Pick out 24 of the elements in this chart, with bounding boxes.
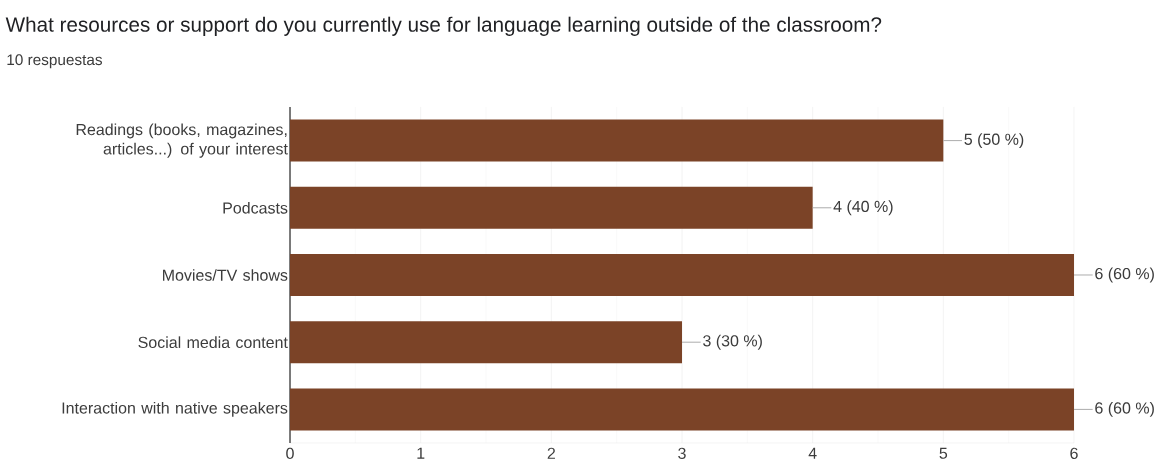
x-tick-label: 6 <box>1070 447 1078 460</box>
x-tick-label: 0 <box>286 447 294 460</box>
data-label: 6 (60 %) <box>1095 401 1154 417</box>
data-label: 4 (40 %) <box>833 200 893 216</box>
data-label: 5 (50 %) <box>964 133 1024 149</box>
y-tick-label: Readings (books, magazines, articles...) of your interest <box>76 123 288 158</box>
y-tick-label: Podcasts <box>223 201 288 214</box>
y-tick-label: Social media content <box>138 336 288 349</box>
x-tick-label: 2 <box>547 447 555 459</box>
bar <box>290 253 1074 296</box>
bar <box>290 321 682 364</box>
chart-title: What resources or support do you currently use for language learning outside of the classroom? <box>5 16 882 36</box>
bar <box>290 388 1074 431</box>
x-tick-label: 4 <box>808 447 817 459</box>
x-tick-label: 1 <box>417 447 425 459</box>
text: 10 respuestas <box>7 54 103 69</box>
data-label: 3 (30 %) <box>703 334 762 350</box>
bar <box>290 186 813 229</box>
y-tick-label: Movies/TV shows <box>163 269 288 281</box>
x-tick-label: 3 <box>678 447 686 460</box>
y-tick-label: Interaction with native speakers <box>62 401 288 417</box>
data-label: 6 (60 %) <box>1095 267 1154 283</box>
bar <box>290 119 944 162</box>
x-tick-label: 5 <box>939 447 948 459</box>
